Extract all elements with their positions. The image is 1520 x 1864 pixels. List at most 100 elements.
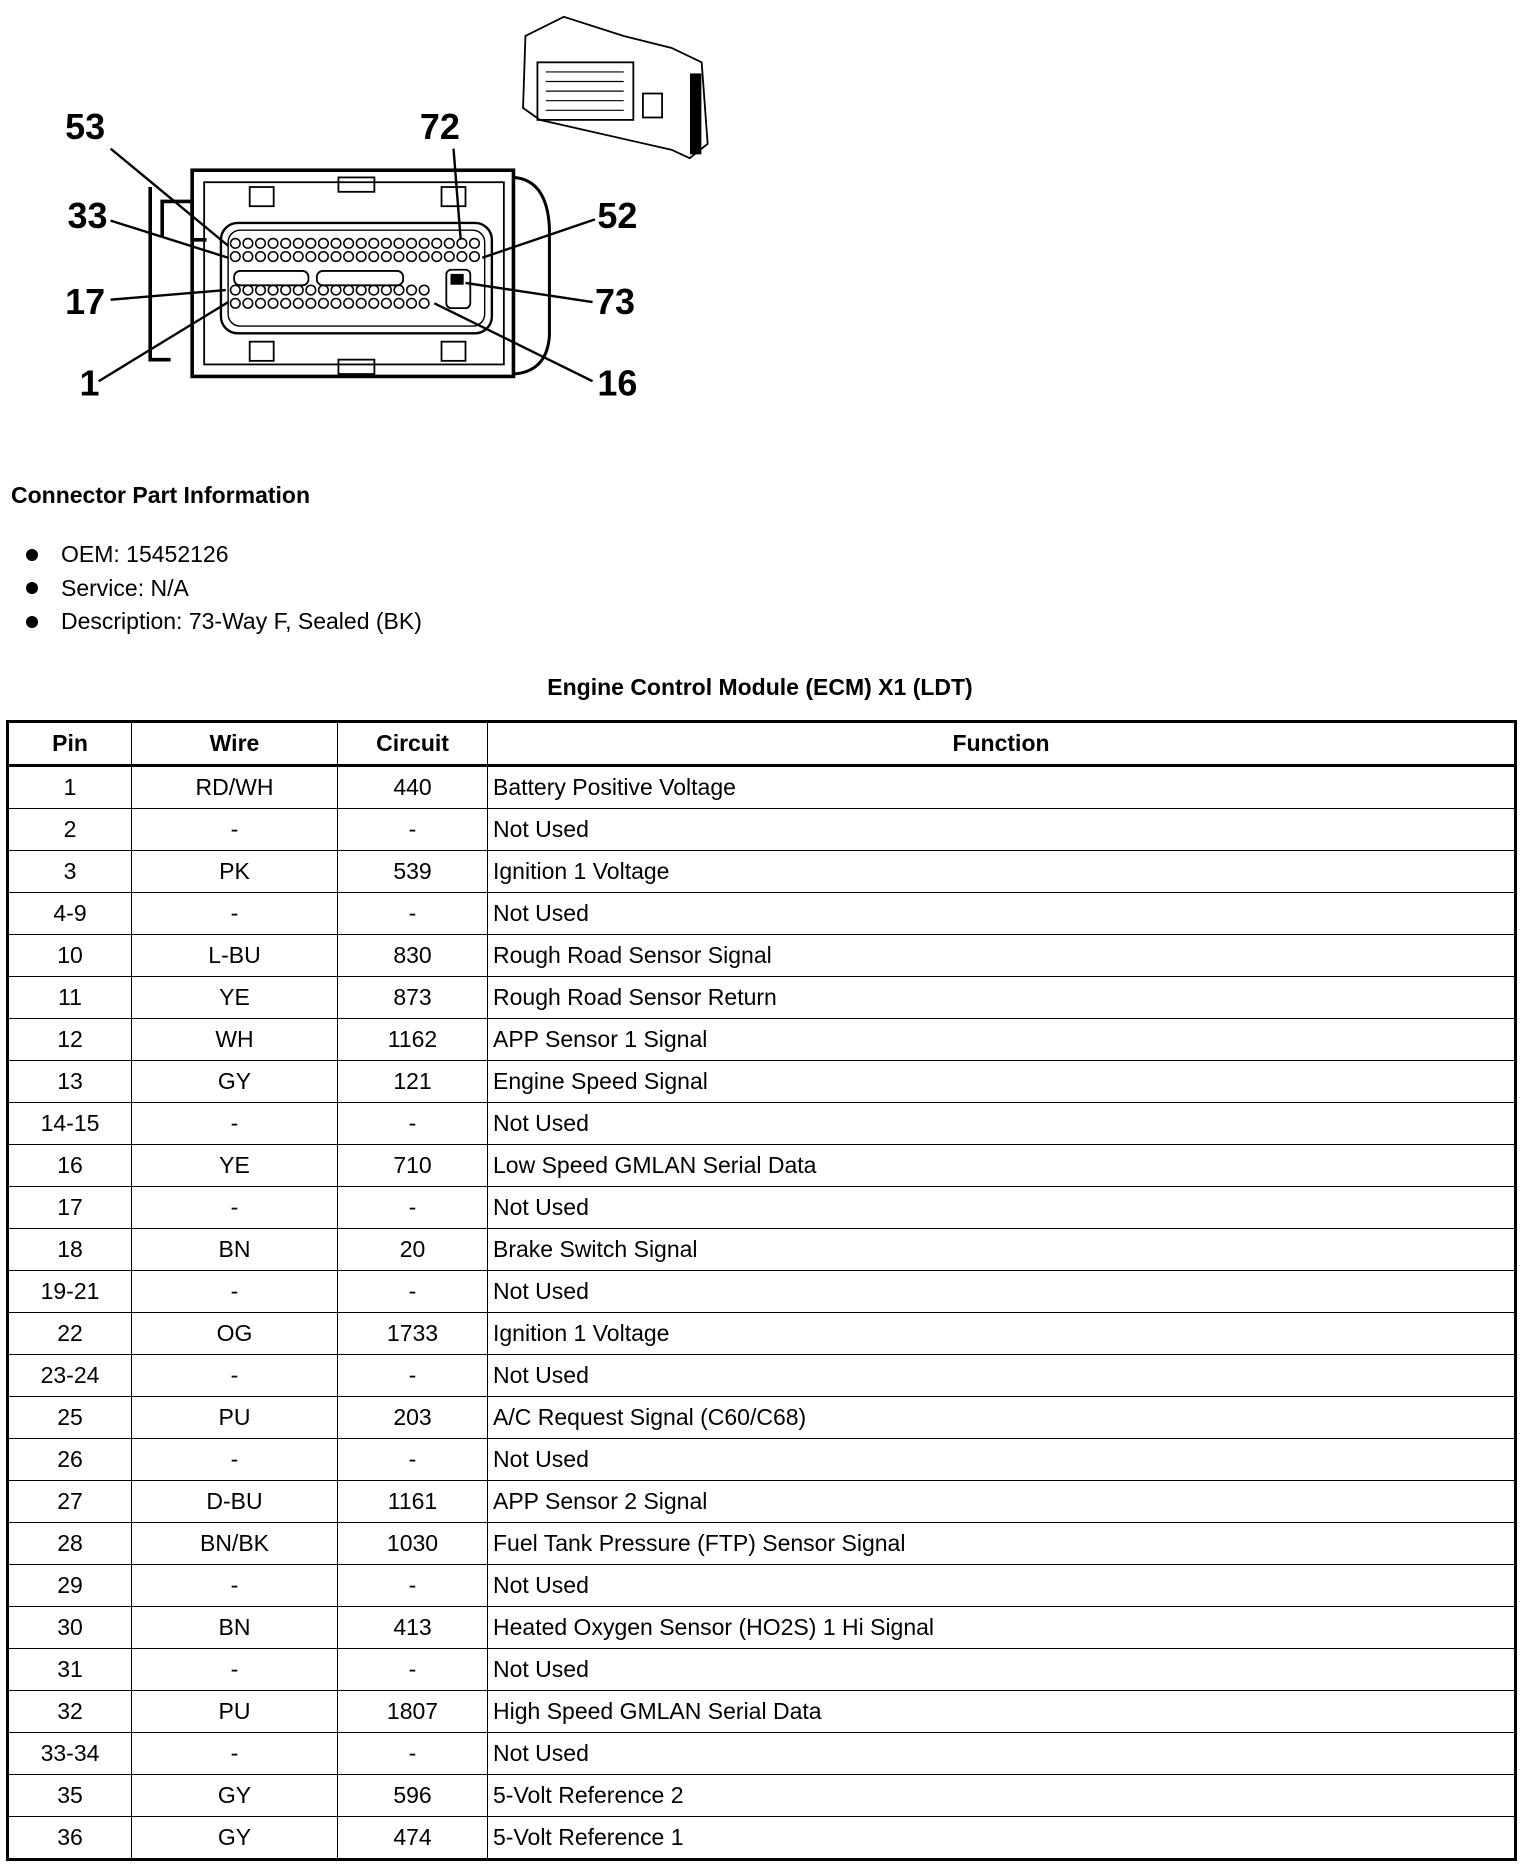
pin-cavity xyxy=(280,250,292,263)
header-circuit: Circuit xyxy=(337,721,488,767)
pin-cavity xyxy=(254,237,267,249)
table-row: 19-21- - Not Used xyxy=(7,1270,1516,1313)
table-row: 32 PU 1807 High Speed GMLAN Serial Data xyxy=(7,1690,1516,1733)
table-row: 3 PK 539 Ignition 1 Voltage xyxy=(7,850,1516,893)
pin-cavity xyxy=(267,297,279,309)
cell-wire: YE xyxy=(131,1144,338,1187)
connector-diagram: 53 72 33 52 17 73 1 16 xyxy=(65,15,709,404)
pin-cavity xyxy=(355,237,367,249)
cell-function: Brake Switch Signal xyxy=(487,1228,1516,1271)
table-row: 17- - Not Used xyxy=(7,1186,1516,1229)
cell-pin: 1 xyxy=(7,765,132,809)
pin-cavity xyxy=(305,284,317,296)
cell-wire: - xyxy=(131,1186,338,1229)
cell-wire: BN xyxy=(131,1228,338,1271)
cell-wire: - xyxy=(131,1732,338,1775)
connector-face-view xyxy=(148,168,551,379)
cell-wire: YE xyxy=(131,976,338,1019)
cell-circuit: - xyxy=(337,1270,488,1313)
pin-cavity xyxy=(317,297,330,309)
table-row: 1 RD/WH 440 Battery Positive Voltage xyxy=(7,765,1516,809)
cell-wire: - xyxy=(131,1354,338,1397)
table-row: 35 GY 596 5-Volt Reference 2 xyxy=(7,1774,1516,1817)
pin-cavity xyxy=(431,250,443,263)
cell-circuit: - xyxy=(337,1732,488,1775)
pin-cavity xyxy=(267,250,279,263)
cell-pin: 3 xyxy=(7,850,132,893)
cell-pin: 26 xyxy=(7,1438,132,1481)
pin-cavity xyxy=(368,250,380,263)
cell-pin: 14-15 xyxy=(7,1102,132,1145)
pin-cavity xyxy=(343,237,355,249)
cell-pin: 19-21 xyxy=(7,1270,132,1313)
cell-function: Not Used xyxy=(487,1186,1516,1229)
cell-circuit: - xyxy=(337,808,488,851)
header-pin: Pin xyxy=(7,721,132,767)
cell-circuit: 873 xyxy=(337,976,488,1019)
pin-cavity xyxy=(418,297,430,309)
pin-cavity xyxy=(443,237,455,249)
cell-circuit: - xyxy=(337,1564,488,1607)
pin-cavity xyxy=(242,297,254,309)
cell-pin: 25 xyxy=(7,1396,132,1439)
cell-wire: GY xyxy=(131,1816,338,1860)
pin-cavity xyxy=(405,250,418,263)
table-row: 31- - Not Used xyxy=(7,1648,1516,1691)
table-header-row: Pin Wire Circuit Function xyxy=(7,721,1516,767)
cell-wire: - xyxy=(131,1648,338,1691)
cell-circuit: - xyxy=(337,1354,488,1397)
pin-cavity xyxy=(368,284,380,296)
table-row: 30 BN 413 Heated Oxygen Sensor (HO2S) 1 Hi … xyxy=(7,1606,1516,1649)
pin-cavity xyxy=(317,250,330,263)
cell-function: Not Used xyxy=(487,1102,1516,1145)
cell-function: Not Used xyxy=(487,1732,1516,1775)
cell-function: Engine Speed Signal xyxy=(487,1060,1516,1103)
cell-pin: 29 xyxy=(7,1564,132,1607)
pin-cavity xyxy=(368,297,380,309)
cell-circuit: 710 xyxy=(337,1144,488,1187)
pin-cavity xyxy=(343,250,355,263)
table-row: 4-9- - Not Used xyxy=(7,892,1516,935)
cell-wire: RD/WH xyxy=(131,765,338,809)
cell-circuit: 1162 xyxy=(337,1018,488,1061)
callout-16: 16 xyxy=(597,363,637,404)
cell-circuit: 1807 xyxy=(337,1690,488,1733)
pin-cavity xyxy=(431,237,443,249)
cell-circuit: 121 xyxy=(337,1060,488,1103)
pin-cavity xyxy=(468,250,481,263)
pin-cavity xyxy=(405,297,418,309)
cell-circuit: 539 xyxy=(337,850,488,893)
pin-cavity xyxy=(305,237,317,249)
cell-function: Not Used xyxy=(487,808,1516,851)
pin-cavity xyxy=(330,297,342,309)
bullet-icon xyxy=(26,582,38,595)
pin-cavity xyxy=(254,284,267,296)
connector-3d-view xyxy=(522,15,709,160)
table-row: 13 GY 121 Engine Speed Signal xyxy=(7,1060,1516,1103)
pin-cavity xyxy=(393,237,405,249)
cell-function: Not Used xyxy=(487,1438,1516,1481)
cell-circuit: - xyxy=(337,1102,488,1145)
cell-circuit: 203 xyxy=(337,1396,488,1439)
cell-wire: - xyxy=(131,1564,338,1607)
pin-cavity xyxy=(468,237,481,249)
pin-cavity xyxy=(242,284,254,296)
table-row: 2- - Not Used xyxy=(7,808,1516,851)
pin-cavity xyxy=(254,250,267,263)
pin-cavity xyxy=(305,250,317,263)
pin-cavity xyxy=(456,237,468,249)
bullet-icon xyxy=(26,615,38,628)
cell-circuit: - xyxy=(337,1186,488,1229)
oem-text: OEM: 15452126 xyxy=(61,541,229,568)
cell-circuit: 596 xyxy=(337,1774,488,1817)
pin-cavity xyxy=(368,237,380,249)
table-row: 28 BN/BK 1030 Fuel Tank Pressure (FTP) Sens… xyxy=(7,1522,1516,1565)
cell-circuit: 830 xyxy=(337,934,488,977)
cell-wire: D-BU xyxy=(131,1480,338,1523)
pin-cavity xyxy=(380,284,392,296)
pin-cavity xyxy=(355,297,367,309)
cell-function: APP Sensor 1 Signal xyxy=(487,1018,1516,1061)
cell-function: Not Used xyxy=(487,892,1516,935)
table-row: 36 GY 474 5-Volt Reference 1 xyxy=(7,1816,1516,1860)
cell-circuit: 1161 xyxy=(337,1480,488,1523)
